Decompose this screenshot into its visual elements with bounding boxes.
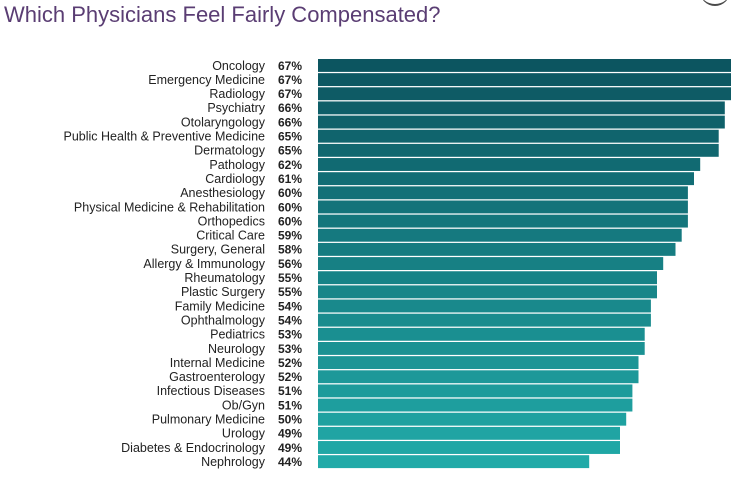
bar-urology	[318, 426, 620, 440]
value-label-family-medicine: 54%	[278, 299, 302, 313]
value-label-diabetes-endocrinology: 49%	[278, 441, 302, 455]
bar-rheumatology	[318, 271, 657, 285]
category-label-infectious-diseases: Infectious Diseases	[157, 384, 265, 398]
category-label-surgery-general: Surgery, General	[171, 243, 265, 257]
bar-emergency-medicine	[318, 73, 731, 87]
bar-ob-gyn	[318, 398, 633, 412]
category-label-dermatology: Dermatology	[194, 144, 266, 158]
category-label-psychiatry: Psychiatry	[207, 101, 265, 115]
category-label-cardiology: Cardiology	[205, 172, 266, 186]
chart-title: Which Physicians Feel Fairly Compensated…	[4, 2, 441, 27]
value-label-ophthalmology: 54%	[278, 313, 302, 327]
bar-nephrology	[318, 455, 590, 469]
value-label-otolaryngology: 66%	[278, 115, 302, 129]
category-label-public-health-preventive-medicine: Public Health & Preventive Medicine	[64, 130, 266, 144]
value-labels: 67%67%67%66%66%65%65%62%61%60%60%60%59%5…	[278, 59, 302, 469]
category-label-gastroenterology: Gastroenterology	[169, 370, 266, 384]
bar-anesthesiology	[318, 186, 688, 200]
bar-critical-care	[318, 228, 682, 242]
value-label-pulmonary-medicine: 50%	[278, 413, 302, 427]
bar-cardiology	[318, 172, 694, 186]
bars-group	[318, 59, 731, 469]
category-label-radiology: Radiology	[209, 87, 265, 101]
category-label-neurology: Neurology	[208, 342, 266, 356]
value-label-ob-gyn: 51%	[278, 398, 302, 412]
value-label-cardiology: 61%	[278, 172, 302, 186]
category-label-internal-medicine: Internal Medicine	[170, 356, 265, 370]
bar-plastic-surgery	[318, 285, 657, 299]
value-label-emergency-medicine: 67%	[278, 73, 302, 87]
value-label-allergy-immunology: 56%	[278, 257, 302, 271]
category-label-diabetes-endocrinology: Diabetes & Endocrinology	[121, 441, 266, 455]
value-label-internal-medicine: 52%	[278, 356, 302, 370]
bar-otolaryngology	[318, 115, 725, 129]
value-label-public-health-preventive-medicine: 65%	[278, 130, 302, 144]
bar-orthopedics	[318, 214, 688, 228]
bar-internal-medicine	[318, 356, 639, 370]
value-label-critical-care: 59%	[278, 229, 302, 243]
category-label-pediatrics: Pediatrics	[210, 328, 265, 342]
bar-public-health-preventive-medicine	[318, 129, 719, 143]
bar-diabetes-endocrinology	[318, 441, 620, 454]
bar-physical-medicine-rehabilitation	[318, 200, 688, 214]
value-label-pathology: 62%	[278, 158, 302, 172]
category-label-ob-gyn: Ob/Gyn	[222, 398, 265, 412]
category-label-physical-medicine-rehabilitation: Physical Medicine & Rehabilitation	[74, 200, 265, 214]
category-label-allergy-immunology: Allergy & Immunology	[143, 257, 265, 271]
bar-dermatology	[318, 143, 719, 157]
bar-radiology	[318, 87, 731, 101]
category-label-emergency-medicine: Emergency Medicine	[148, 73, 265, 87]
category-label-pathology: Pathology	[209, 158, 265, 172]
bar-pathology	[318, 158, 701, 171]
category-label-rheumatology: Rheumatology	[184, 271, 265, 285]
bar-infectious-diseases	[318, 384, 633, 398]
bar-neurology	[318, 342, 645, 355]
value-label-rheumatology: 55%	[278, 271, 302, 285]
bar-gastroenterology	[318, 370, 639, 384]
value-label-plastic-surgery: 55%	[278, 285, 302, 299]
corner-decoration	[700, 0, 730, 6]
bar-oncology	[318, 59, 731, 72]
value-label-neurology: 53%	[278, 342, 302, 356]
category-label-urology: Urology	[222, 427, 266, 441]
value-label-urology: 49%	[278, 427, 302, 441]
value-label-psychiatry: 66%	[278, 101, 302, 115]
bar-pulmonary-medicine	[318, 412, 627, 426]
category-label-family-medicine: Family Medicine	[175, 299, 265, 313]
value-label-dermatology: 65%	[278, 144, 302, 158]
bar-allergy-immunology	[318, 257, 664, 270]
category-label-pulmonary-medicine: Pulmonary Medicine	[152, 413, 265, 427]
value-label-pediatrics: 53%	[278, 328, 302, 342]
bar-pediatrics	[318, 327, 645, 341]
bar-surgery-general	[318, 242, 676, 256]
value-label-gastroenterology: 52%	[278, 370, 302, 384]
category-label-critical-care: Critical Care	[196, 229, 265, 243]
category-label-orthopedics: Orthopedics	[198, 214, 265, 228]
category-label-anesthesiology: Anesthesiology	[180, 186, 266, 200]
value-label-infectious-diseases: 51%	[278, 384, 302, 398]
bar-family-medicine	[318, 299, 651, 313]
bar-ophthalmology	[318, 313, 651, 327]
category-label-nephrology: Nephrology	[201, 455, 266, 469]
value-label-oncology: 67%	[278, 59, 302, 73]
value-label-radiology: 67%	[278, 87, 302, 101]
value-label-nephrology: 44%	[278, 455, 302, 469]
category-label-plastic-surgery: Plastic Surgery	[181, 285, 266, 299]
category-label-ophthalmology: Ophthalmology	[181, 313, 266, 327]
bar-psychiatry	[318, 101, 725, 115]
value-label-physical-medicine-rehabilitation: 60%	[278, 200, 302, 214]
value-label-surgery-general: 58%	[278, 243, 302, 257]
category-label-otolaryngology: Otolaryngology	[181, 115, 266, 129]
category-label-oncology: Oncology	[212, 59, 266, 73]
value-label-anesthesiology: 60%	[278, 186, 302, 200]
value-label-orthopedics: 60%	[278, 214, 302, 228]
